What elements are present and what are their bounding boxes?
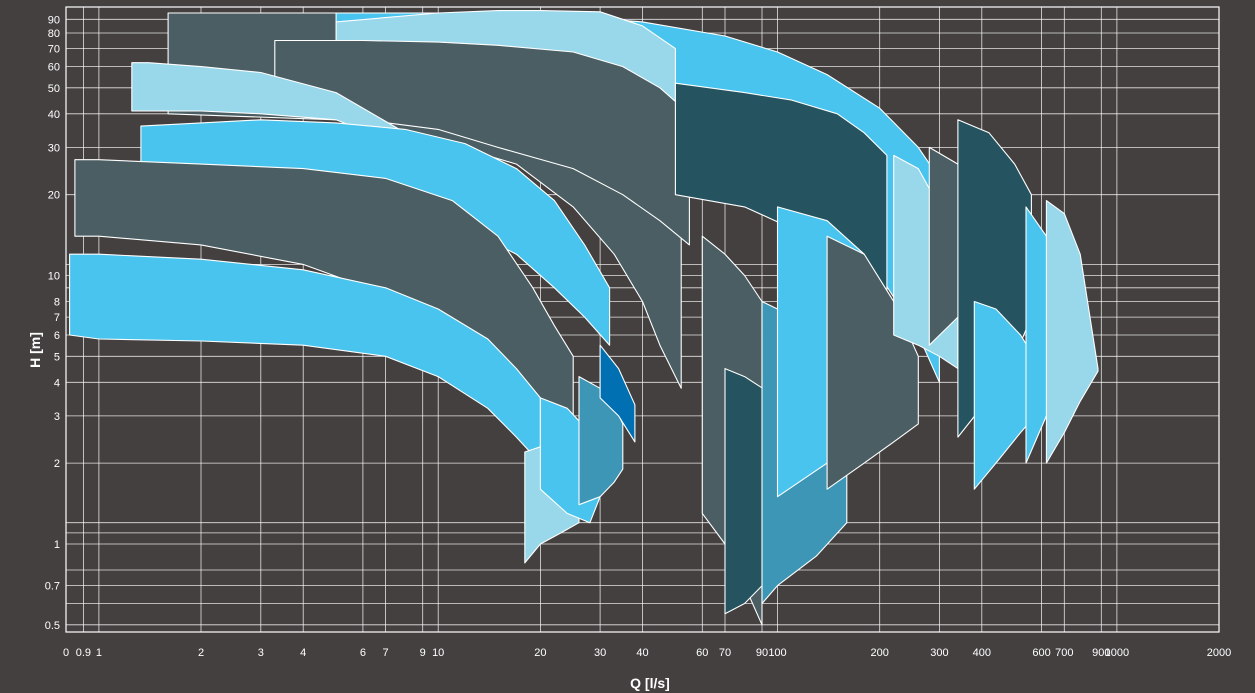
x-tick-labels: 0 0.9 1 2 3 4 6 7 9 10 20 30 40 60 70 90 100 200 300 400 600… xyxy=(63,647,1231,659)
x-tick-label: 0 xyxy=(63,647,69,659)
y-tick-labels: 0.5 0.7 1 2 3 4 5 6 7 8 10 20 30 40 50 60 70 80 90 xyxy=(45,14,60,632)
y-tick-label: 4 xyxy=(54,377,60,389)
y-tick-label: 7 xyxy=(54,312,60,324)
x-tick-label: 1000 xyxy=(1105,647,1129,659)
y-tick-label: 20 xyxy=(48,190,60,202)
y-tick-label: 60 xyxy=(48,62,60,74)
pump-range-area-13 xyxy=(599,344,636,443)
pump-range-area-24 xyxy=(1045,200,1099,464)
x-tick-label: 40 xyxy=(636,647,648,659)
x-tick-label: 2 xyxy=(198,647,204,659)
x-tick-label: 6 xyxy=(360,647,366,659)
x-tick-label: 0.9 xyxy=(76,647,91,659)
y-tick-label: 5 xyxy=(54,351,60,363)
x-tick-label: 60 xyxy=(696,647,708,659)
y-tick-label: 80 xyxy=(48,28,60,40)
x-tick-label: 3 xyxy=(258,647,264,659)
x-tick-label: 70 xyxy=(719,647,731,659)
x-tick-label: 20 xyxy=(534,647,546,659)
x-tick-label: 10 xyxy=(432,647,444,659)
y-tick-label: 2 xyxy=(54,458,60,470)
y-tick-label: 10 xyxy=(48,271,60,283)
x-tick-label: 2000 xyxy=(1207,647,1231,659)
x-tick-label: 30 xyxy=(594,647,606,659)
x-tick-label: 7 xyxy=(383,647,389,659)
y-tick-label: 50 xyxy=(48,83,60,95)
x-tick-label: 9 xyxy=(420,647,426,659)
y-tick-label: 1 xyxy=(54,539,60,551)
y-tick-label: 6 xyxy=(54,330,60,342)
y-tick-label: 40 xyxy=(48,109,60,121)
y-tick-label: 0.5 xyxy=(45,620,60,632)
pump-range-area-18 xyxy=(826,235,919,490)
y-tick-label: 3 xyxy=(54,411,60,423)
x-tick-label: 90 xyxy=(756,647,768,659)
y-tick-label: 30 xyxy=(48,142,60,154)
y-tick-label: 90 xyxy=(48,14,60,26)
pump-range-area-4 xyxy=(274,39,690,246)
x-tick-label: 300 xyxy=(930,647,948,659)
x-tick-label: 200 xyxy=(871,647,889,659)
x-tick-label: 600 xyxy=(1032,647,1050,659)
x-tick-label: 900 xyxy=(1092,647,1110,659)
x-tick-label: 100 xyxy=(768,647,786,659)
y-axis-label: H [m] xyxy=(27,332,43,368)
y-tick-label: 8 xyxy=(54,297,60,309)
x-axis-label: Q [l/s] xyxy=(630,675,670,691)
x-tick-label: 400 xyxy=(973,647,991,659)
x-tick-label: 1 xyxy=(96,647,102,659)
plot-frame xyxy=(65,6,1220,633)
x-tick-label: 4 xyxy=(300,647,306,659)
pump-ranges xyxy=(69,10,1099,626)
y-tick-label: 0.7 xyxy=(45,581,60,593)
y-tick-label: 70 xyxy=(48,44,60,56)
x-tick-label: 700 xyxy=(1055,647,1073,659)
